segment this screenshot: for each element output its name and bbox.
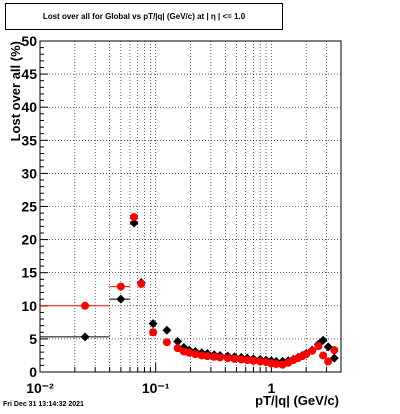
y-tick-label: 0 — [29, 364, 37, 380]
y-tick-label: 30 — [21, 165, 37, 181]
y-tick-label: 20 — [21, 232, 37, 248]
x-tick-label: 10⁻¹ — [142, 380, 170, 396]
data-point — [137, 279, 146, 288]
y-axis-label: Lost over all (%) — [8, 41, 23, 141]
data-point — [324, 357, 333, 366]
data-point — [243, 356, 252, 365]
y-tick-label: 40 — [21, 99, 37, 115]
data-point — [308, 346, 317, 355]
data-point — [302, 350, 311, 359]
data-point — [191, 350, 200, 359]
y-tick-label: 50 — [21, 33, 37, 49]
y-tick-label: 45 — [21, 66, 37, 82]
axis-ticks — [39, 40, 342, 373]
data-points — [40, 213, 339, 369]
data-point — [162, 325, 172, 335]
data-point — [116, 282, 125, 291]
chart-title-box: Lost over all for Global vs pT/|q| (GeV/… — [5, 3, 283, 30]
y-tick-label: 10 — [21, 298, 37, 314]
data-point — [256, 357, 265, 366]
y-tick-label: 5 — [29, 331, 37, 347]
data-point — [319, 351, 328, 360]
data-point — [81, 301, 90, 310]
data-point — [272, 360, 281, 369]
series-black — [40, 218, 339, 366]
data-point — [173, 344, 182, 353]
data-point — [149, 328, 158, 337]
data-point — [216, 353, 225, 362]
y-tick-label: 25 — [21, 199, 37, 215]
data-point — [210, 352, 219, 361]
x-tick-label: 10⁻² — [26, 380, 54, 396]
data-point — [318, 335, 328, 345]
tick-labels: 0 5 10 15 20 25 30 35 40 45 50 10⁻² 10⁻¹ 1 — [21, 33, 275, 396]
series-red — [40, 213, 339, 369]
chart-title: Lost over all for Global vs pT/|q| (GeV/… — [42, 12, 246, 21]
x-axis-label: pT/|q| (GeV/c) — [255, 393, 339, 408]
data-point — [237, 355, 246, 364]
data-point — [148, 319, 158, 329]
data-point — [330, 346, 339, 355]
data-point — [185, 348, 194, 357]
data-point — [162, 338, 171, 347]
data-point — [203, 352, 212, 361]
y-tick-label: 35 — [21, 132, 37, 148]
data-point — [314, 342, 323, 351]
data-point — [130, 213, 139, 222]
data-point — [223, 354, 232, 363]
y-tick-label: 15 — [21, 265, 37, 281]
grid-lines — [40, 41, 341, 372]
data-point — [80, 332, 90, 342]
x-tick-label: 1 — [267, 380, 275, 396]
data-point — [129, 218, 139, 228]
data-point — [249, 356, 258, 365]
data-point — [173, 337, 183, 347]
data-point — [230, 354, 239, 363]
timestamp: Fri Dec 31 13:14:32 2021 — [3, 401, 84, 408]
data-point — [116, 294, 126, 304]
